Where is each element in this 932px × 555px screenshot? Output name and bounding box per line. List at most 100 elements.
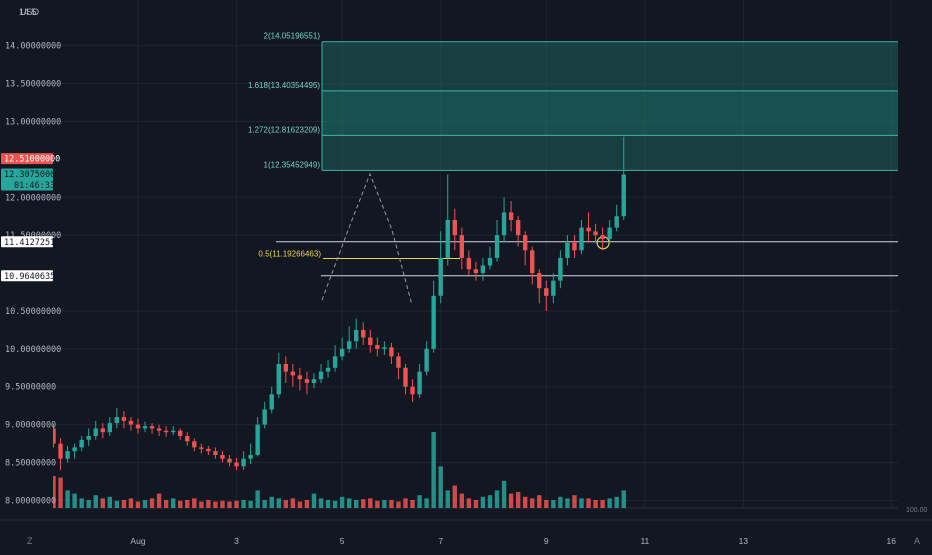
pattern-outline <box>321 172 413 306</box>
fib-level-label: 1(12.35452949) <box>264 160 321 169</box>
volume-bar <box>382 500 387 508</box>
volume-bar <box>614 496 619 508</box>
time-tick-label: Aug <box>130 536 145 546</box>
volume-bar <box>234 500 239 508</box>
candle-body <box>586 227 591 232</box>
candle-body <box>114 417 120 424</box>
candle-body <box>163 430 169 433</box>
auto-scale-icon[interactable]: A <box>914 536 920 546</box>
candle-body <box>234 462 239 467</box>
level-price-badge-bg <box>1 270 53 282</box>
volume-bar <box>135 501 141 508</box>
candle-body <box>325 367 331 372</box>
price-tick-label: 13.50000000 <box>5 80 61 90</box>
volume-bar <box>600 500 605 508</box>
candle-body <box>86 436 91 440</box>
volume-bar <box>332 500 338 508</box>
volume-bar <box>220 500 225 508</box>
candle-body <box>262 409 267 425</box>
candle-body <box>466 257 472 270</box>
candle-body <box>149 426 155 429</box>
candle-body <box>156 428 162 431</box>
volume-bar <box>227 501 232 508</box>
candle-body <box>79 439 84 448</box>
volume-bar <box>466 498 472 508</box>
candle-body <box>185 436 190 442</box>
volume-bar <box>572 495 577 508</box>
volume-bar <box>403 498 408 508</box>
volume-bar <box>86 500 91 508</box>
volume-bar <box>283 500 289 508</box>
candle-body <box>107 423 113 433</box>
time-tick-label: 16 <box>887 536 897 546</box>
candle-body <box>459 235 465 258</box>
volume-bar <box>410 500 415 508</box>
candle-body <box>206 448 211 452</box>
candle-body <box>515 220 521 236</box>
candle-body <box>361 329 366 338</box>
pattern-drawing <box>321 172 413 306</box>
price-tick-label: 11.50000000 <box>5 231 61 241</box>
volume-bar <box>487 495 493 508</box>
time-tick-label: 3 <box>234 536 239 546</box>
volume-bar <box>607 498 612 508</box>
price-tick-label: 9.50000000 <box>5 383 56 393</box>
volume-bar <box>206 500 211 508</box>
volume-bar <box>114 500 120 508</box>
price-tick-label: 14.00000000 <box>5 42 61 52</box>
fib-level-label: 2(14.05196551) <box>264 32 321 41</box>
top-tick-label: 14.5 <box>19 7 37 17</box>
volume-bar <box>325 500 331 508</box>
volume-bar <box>170 498 176 508</box>
time-tick-label: 7 <box>438 536 443 546</box>
volume-bar <box>72 493 77 508</box>
volume-bar <box>318 498 324 508</box>
volume-bar <box>255 490 260 508</box>
candle-body <box>276 364 281 395</box>
volume-bar <box>452 485 457 508</box>
candle-body <box>304 379 310 383</box>
volume-bar <box>459 493 465 508</box>
volume-bar <box>530 498 535 508</box>
candle-body <box>121 417 127 421</box>
volume-bar <box>311 493 317 508</box>
candle-body <box>621 174 626 217</box>
candle-body <box>508 212 514 220</box>
volume-bar <box>51 476 56 508</box>
timezone-icon[interactable]: Z <box>27 536 33 546</box>
volume-bar <box>480 496 486 508</box>
volume-bar <box>501 480 507 508</box>
volume-bar <box>579 498 584 508</box>
volume-bar <box>121 500 127 508</box>
price-tick-label: 8.50000000 <box>5 459 56 469</box>
candle-body <box>544 288 549 296</box>
fib-zone <box>322 90 898 136</box>
volume-bar <box>93 495 98 508</box>
volume-bar <box>65 490 70 508</box>
price-tick-label: 13.00000000 <box>5 117 61 127</box>
level-price-badge-bg <box>1 236 53 248</box>
candle-body <box>600 235 605 239</box>
volume-bar <box>241 500 246 508</box>
candle-body <box>494 235 500 258</box>
candle-body <box>417 371 422 395</box>
level-price-badge: 10.96406356 <box>4 272 60 282</box>
fibonacci-extension: 1(12.35452949) 1.272(12.81623209) 1.618(13… <box>248 32 898 171</box>
candle-body <box>614 216 619 228</box>
volume-bar <box>100 498 105 508</box>
candle-body <box>354 329 359 342</box>
volume-bar <box>346 498 352 508</box>
price-tick-label: 10.50000000 <box>5 307 61 317</box>
candle-body <box>269 394 274 410</box>
candle-body <box>283 364 289 372</box>
candle-body <box>522 235 528 251</box>
fib-zone <box>322 41 898 91</box>
currency-label: USD <box>20 7 40 17</box>
candle-body <box>213 451 218 455</box>
candle-body <box>607 227 612 239</box>
candle-body <box>551 280 556 296</box>
candle-body <box>93 428 98 436</box>
volume-bar <box>213 501 218 508</box>
